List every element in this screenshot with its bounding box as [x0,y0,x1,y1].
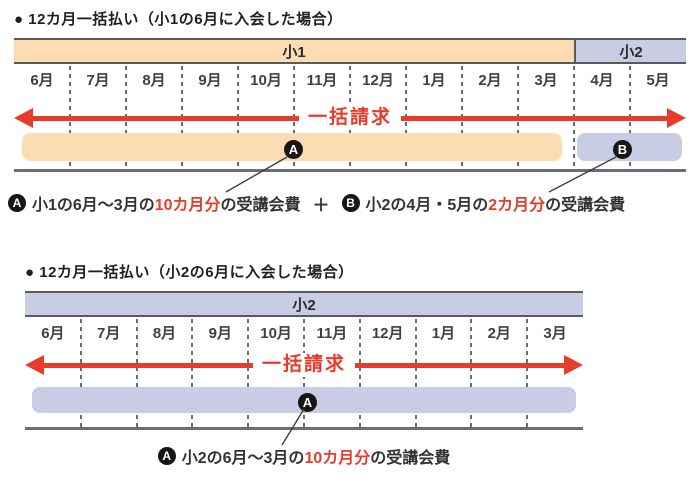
column-gridline [191,319,193,428]
grade1-label: 小1 [282,43,306,61]
month-cell: 1月 [422,71,446,89]
column-gridline [136,319,138,428]
caption-a-pre: 小1の6月～3月の [32,197,155,214]
month-cell: 8月 [142,71,166,89]
grade2-label: 小2 [292,296,316,314]
grade1-header-cell: 小1 [14,40,574,62]
month-cell: 6月 [41,324,65,342]
caption-a-post: の受講会費 [370,450,451,467]
arrow-head-left-icon [14,108,33,128]
month-cell: 4月 [590,71,614,89]
month-cell: 2月 [478,71,502,89]
month-cell: 2月 [487,324,511,342]
column-gridline [359,319,361,428]
diagram1-month-row: 6月 7月 8月 9月 10月 11月 12月 1月 2月 3月 4月 5月 [14,64,686,94]
diagram1-grade-header-row: 小1 小2 [14,38,686,64]
diagram2-month-row: 6月 7月 8月 9月 10月 11月 12月 1月 2月 3月 [25,317,583,347]
month-cell: 7月 [97,324,121,342]
month-cell: 11月 [306,71,338,89]
diagram2-title: ● 12カ月一括払い（小2の6月に入会した場合） [25,264,354,281]
diagram2-caption: A 小2の6月～3月の10カ月分の受講会費 [25,444,583,468]
diagram1-caption: A 小1の6月～3月の10カ月分の受講会費 ＋ B 小2の4月・5月の2カ月分の… [8,191,696,215]
marker-a-badge: A [284,140,303,159]
arrow-head-right-icon [667,108,686,128]
caption-b-badge: B [341,194,360,212]
leader-line-b1 [548,156,617,193]
caption-a-text: 小2の6月～3月の10カ月分の受講会費 [182,444,451,468]
caption-b-post: の受講会費 [545,197,626,214]
month-cell: 1月 [431,324,456,342]
diagram1-title: ● 12カ月一括払い（小1の6月に入会した場合） [14,11,343,28]
column-gridline [470,319,472,428]
caption-a-post: の受講会費 [220,197,301,214]
table-baseline [25,427,583,430]
table-baseline [14,169,686,172]
month-cell: 10月 [260,324,292,342]
column-gridline [526,319,528,428]
month-cell: 10月 [250,71,282,89]
billing-arrow-label: 一括請求 [298,106,402,130]
month-cell: 8月 [152,324,177,342]
caption-a-text: 小1の6月～3月の10カ月分の受講会費 [32,191,301,215]
marker-a-badge: A [298,393,317,412]
billing-arrow-label: 一括請求 [252,353,356,377]
caption-a-highlight: 10カ月分 [304,450,371,467]
month-cell: 12月 [362,71,394,89]
arrow-head-left-icon [25,355,44,375]
month-cell: 3月 [534,71,558,89]
caption-a-highlight: 10カ月分 [154,197,221,214]
arrow-head-right-icon [564,355,583,375]
column-gridline [247,319,249,428]
month-cell: 5月 [646,71,670,89]
diagram2-grade-header-row: 小2 [25,291,583,317]
plus-sign: ＋ [312,195,330,215]
month-cell: 11月 [316,324,348,342]
month-cell: 7月 [86,71,110,89]
month-cell: 9月 [208,324,232,342]
leader-line-a1 [225,156,288,193]
caption-a-badge: A [8,194,26,212]
month-cell: 6月 [30,71,54,89]
column-gridline [80,319,82,428]
month-cell: 9月 [198,71,222,89]
marker-b-badge: B [613,140,632,159]
caption-b-highlight: 2カ月分 [488,197,546,214]
month-cell: 3月 [543,324,567,342]
caption-a-pre: 小2の6月～3月の [181,450,305,467]
caption-b-text: 小2の4月・5月の2カ月分の受講会費 [366,191,626,215]
grade2-header-cell: 小2 [574,40,686,62]
grade2-label: 小2 [619,43,643,61]
column-gridline [415,319,417,428]
caption-a-badge: A [157,447,176,465]
month-cell: 12月 [371,324,404,342]
caption-b-pre: 小2の4月・5月の [365,197,489,214]
grade2-full-header-cell: 小2 [25,293,583,315]
